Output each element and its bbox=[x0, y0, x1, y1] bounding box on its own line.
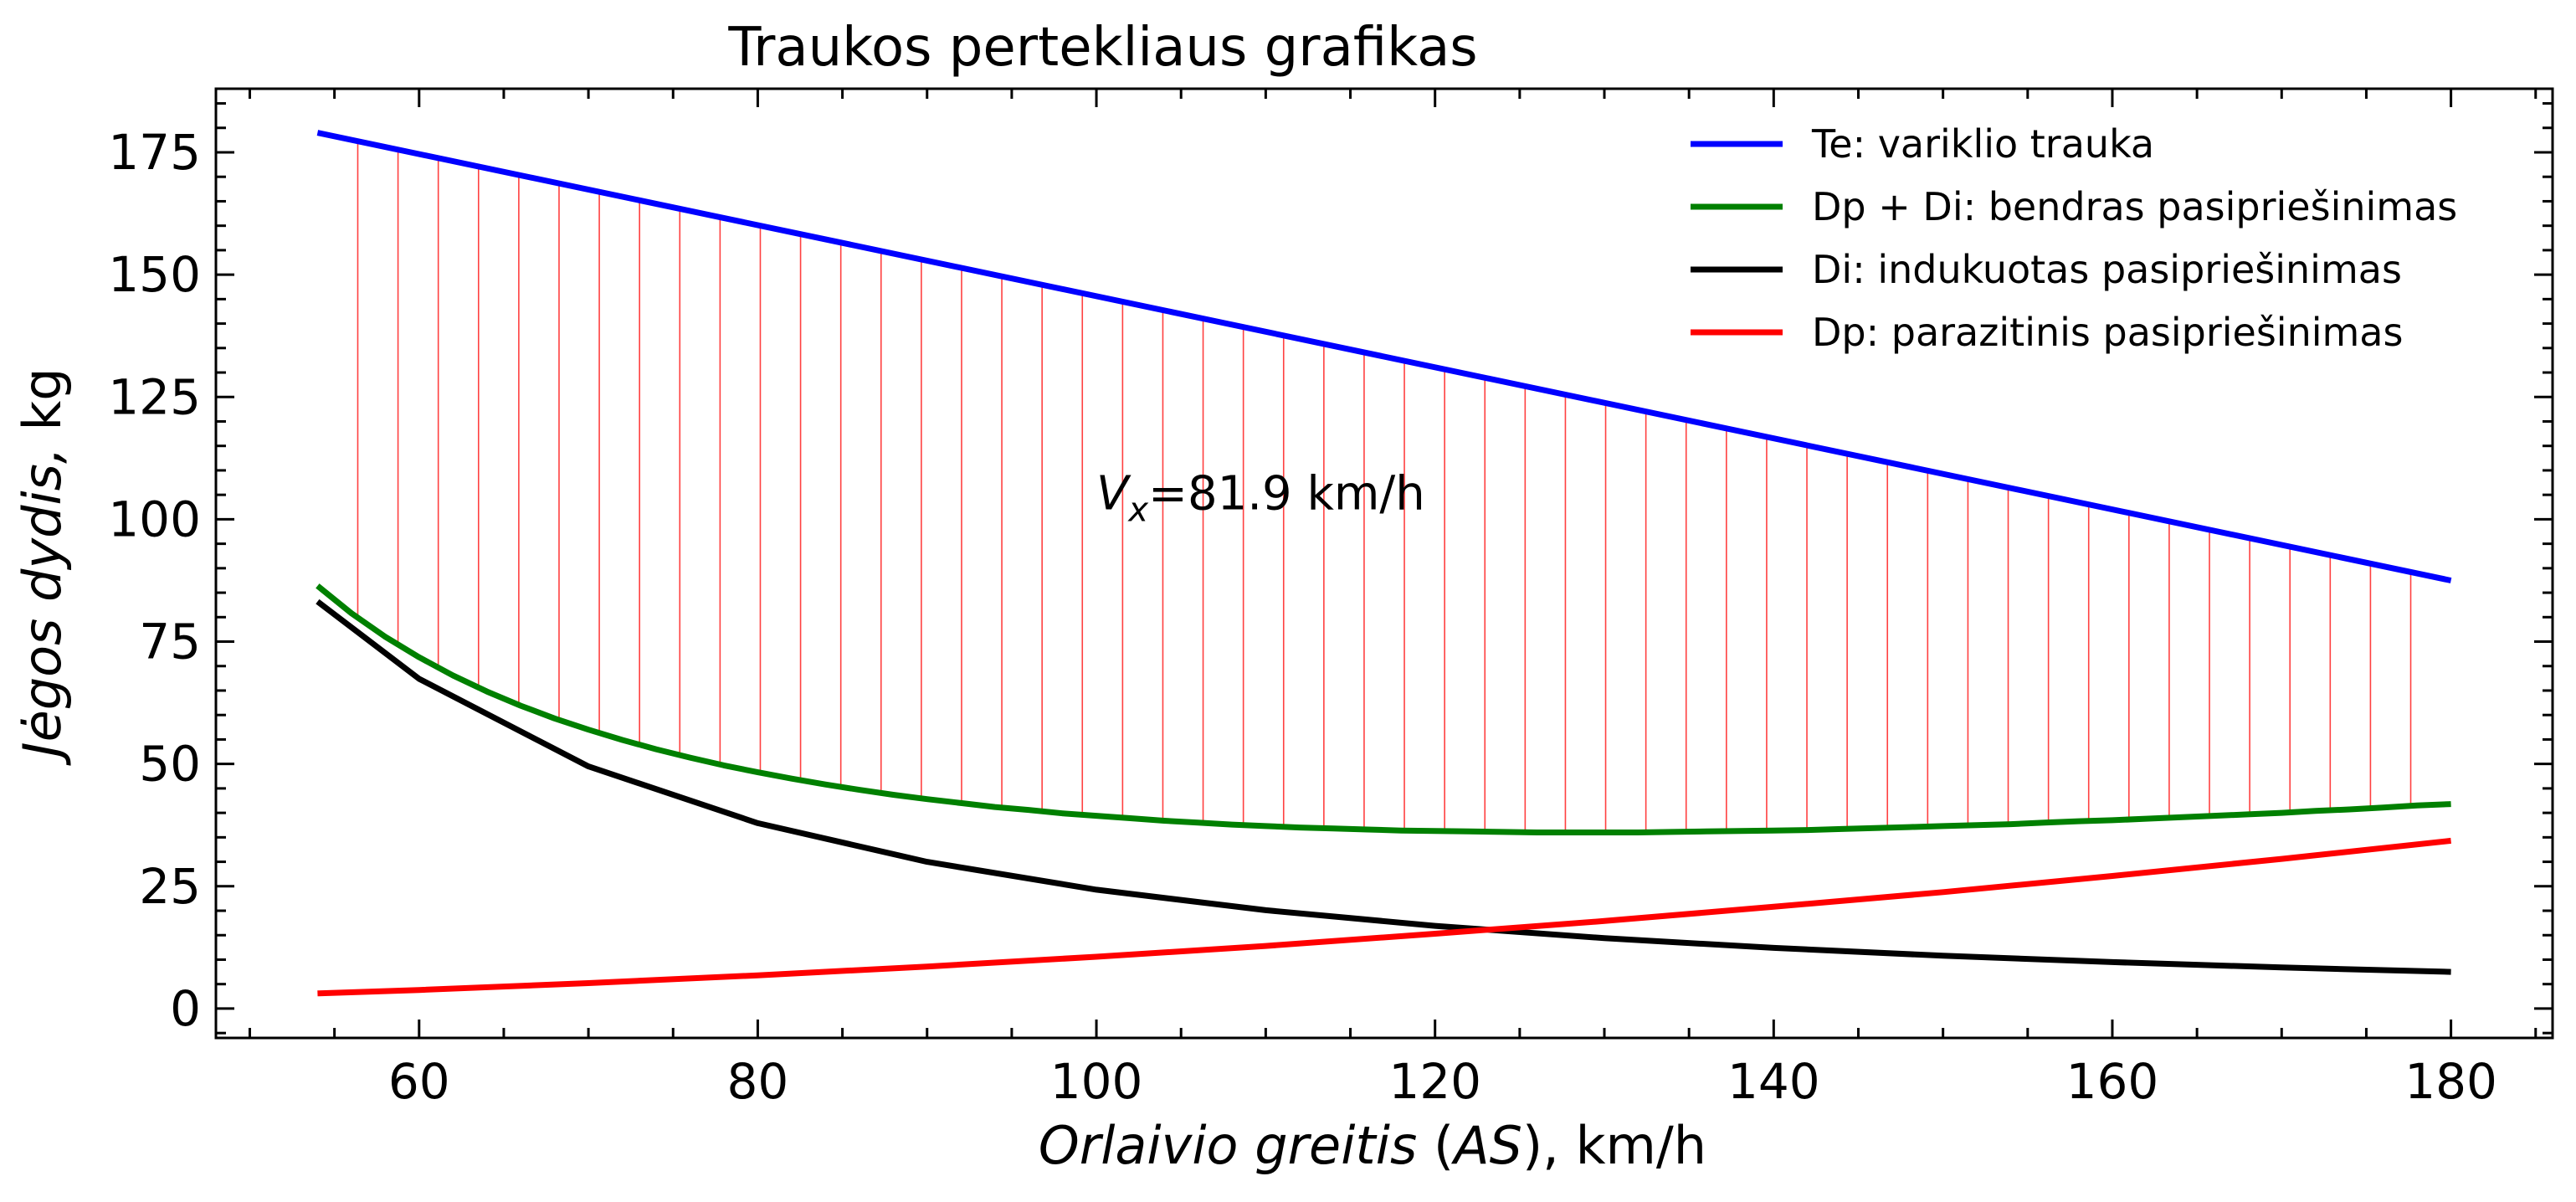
y-tick-label: 100 bbox=[108, 491, 201, 547]
x-axis-ticks: 60 80 100 120 140 160 180 bbox=[248, 89, 2538, 1110]
x-tick-label: 80 bbox=[727, 1053, 789, 1110]
chart-title: Traukos pertekliaus grafikas bbox=[727, 17, 1477, 79]
series-line-1 bbox=[316, 583, 2451, 835]
series-lines bbox=[316, 130, 2452, 997]
y-axis-ticks: 0 25 50 75 100 125 150 175 bbox=[108, 102, 2553, 1037]
y-tick-label: 75 bbox=[139, 614, 201, 670]
x-tick-label: 180 bbox=[2404, 1053, 2497, 1110]
x-tick-label: 140 bbox=[1727, 1053, 1820, 1110]
y-tick-label: 175 bbox=[108, 124, 201, 181]
series-line-2 bbox=[316, 598, 2451, 975]
legend-label: Dp: parazitinis pasipriešinimas bbox=[1812, 310, 2403, 355]
x-tick-label: 160 bbox=[2066, 1053, 2159, 1110]
legend: Te: variklio trauka Dp + Di: bendras pasi… bbox=[1691, 121, 2457, 355]
y-tick-label: 150 bbox=[108, 246, 201, 303]
legend-label: Di: indukuotas pasipriešinimas bbox=[1812, 247, 2402, 292]
y-tick-label: 125 bbox=[108, 368, 201, 425]
y-axis-label: Jėgos dydis, kg bbox=[12, 367, 73, 766]
excess-thrust-hatch bbox=[357, 141, 2412, 833]
x-axis-label: Orlaivio greitis (AS), km/h bbox=[1039, 1115, 1706, 1176]
x-tick-label: 100 bbox=[1050, 1053, 1143, 1110]
legend-label: Dp + Di: bendras pasipriešinimas bbox=[1812, 184, 2457, 229]
series-line-3 bbox=[317, 837, 2451, 997]
legend-label: Te: variklio trauka bbox=[1811, 121, 2154, 167]
y-tick-label: 50 bbox=[139, 736, 201, 793]
vx-annotation: Vx=81.9 km/h bbox=[1096, 467, 1425, 530]
x-tick-label: 120 bbox=[1388, 1053, 1481, 1110]
series-line-0 bbox=[316, 130, 2452, 583]
y-tick-label: 25 bbox=[139, 858, 201, 915]
y-tick-label: 0 bbox=[170, 980, 201, 1037]
plot-frame bbox=[214, 87, 2554, 1040]
x-tick-label: 60 bbox=[388, 1053, 450, 1110]
